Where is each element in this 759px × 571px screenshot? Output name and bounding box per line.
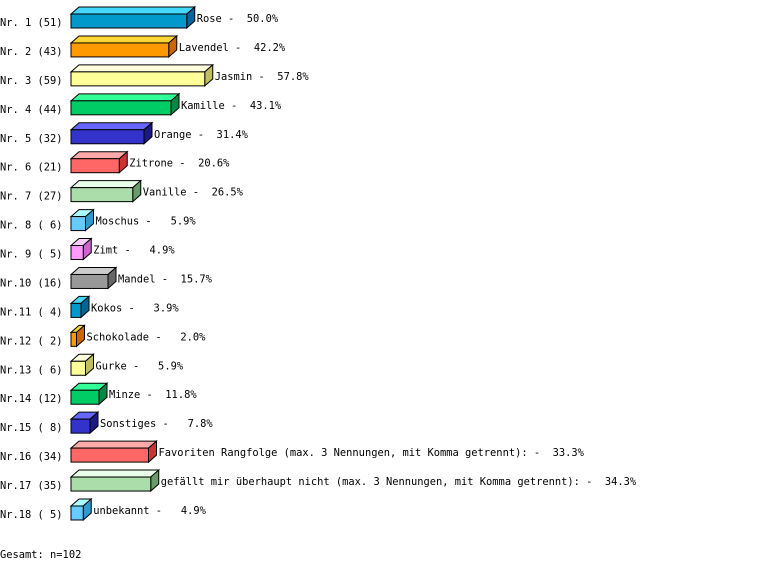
bar [70, 302, 82, 318]
bar [70, 100, 172, 116]
data-label: Jasmin - 57.8% [215, 71, 310, 83]
data-label: unbekannt - 4.9% [93, 505, 206, 517]
data-label: Kokos - 3.9% [91, 302, 179, 314]
bar-top-face [69, 122, 154, 131]
category-label: Nr. 9 ( 5) [0, 249, 63, 261]
bar [70, 331, 77, 347]
bar [70, 505, 84, 521]
data-label: Mandel - 15.7% [118, 273, 213, 285]
category-label: Nr.18 ( 5) [0, 509, 63, 521]
bar [70, 129, 145, 145]
category-label: Nr. 1 (51) [0, 17, 63, 29]
data-label: gefällt mir überhaupt nicht (max. 3 Nenn… [161, 476, 637, 488]
category-label: Nr.11 ( 4) [0, 306, 63, 318]
category-label: Nr. 4 (44) [0, 104, 63, 116]
category-label: Nr.14 (12) [0, 393, 63, 405]
data-label: Schokolade - 2.0% [87, 331, 207, 343]
data-label: Kamille - 43.1% [181, 100, 282, 112]
bar [70, 360, 86, 376]
data-label: Favoriten Rangfolge (max. 3 Nennungen, m… [159, 447, 585, 459]
category-label: Nr.13 ( 6) [0, 364, 63, 376]
bar [70, 158, 120, 174]
bar [70, 476, 152, 492]
category-label: Nr.12 ( 2) [0, 335, 63, 347]
bar [70, 389, 100, 405]
bar-top-face [69, 469, 161, 478]
bar-top-face [69, 6, 197, 15]
category-label: Nr.17 (35) [0, 480, 63, 492]
bar [70, 245, 84, 261]
data-label: Moschus - 5.9% [96, 216, 197, 228]
data-label: Orange - 31.4% [154, 129, 249, 141]
data-label: Sonstiges - 7.8% [100, 418, 213, 430]
category-label: Nr.16 (34) [0, 451, 63, 463]
bars-group: Nr. 1 (51) Rose - 50.0% Nr. 2 (43) Lavendel… [0, 5, 637, 522]
category-label: Nr.10 (16) [0, 277, 63, 289]
bar-top-face [69, 64, 215, 73]
data-label: Minze - 11.8% [109, 389, 197, 401]
bar-top-face [69, 151, 129, 160]
data-label: Gurke - 5.9% [96, 360, 184, 372]
category-label: Nr. 3 (59) [0, 75, 63, 87]
bar [70, 13, 188, 29]
total-footer: Gesamt: n=102 [0, 549, 81, 561]
data-label: Lavendel - 42.2% [179, 42, 286, 54]
bar-top-face [69, 440, 158, 449]
data-label: Zimt - 4.9% [93, 245, 175, 257]
bar-top-face [69, 180, 143, 189]
bar [70, 42, 170, 58]
category-label: Nr. 8 ( 6) [0, 220, 63, 232]
category-label: Nr. 7 (27) [0, 191, 63, 203]
category-label: Nr.15 ( 8) [0, 422, 63, 434]
category-label: Nr. 2 (43) [0, 46, 63, 58]
bar-top-face [69, 93, 181, 102]
bar [70, 187, 134, 203]
data-label: Rose - 50.0% [197, 13, 279, 25]
data-label: Vanille - 26.5% [143, 187, 244, 199]
data-label: Zitrone - 20.6% [129, 158, 230, 170]
category-label: Nr. 5 (32) [0, 133, 63, 145]
bar [70, 447, 149, 463]
bar [70, 273, 109, 289]
bar [70, 71, 206, 87]
category-label: Nr. 6 (21) [0, 162, 63, 174]
bar [70, 216, 86, 232]
bar [70, 418, 91, 434]
bar-top-face [69, 35, 179, 44]
